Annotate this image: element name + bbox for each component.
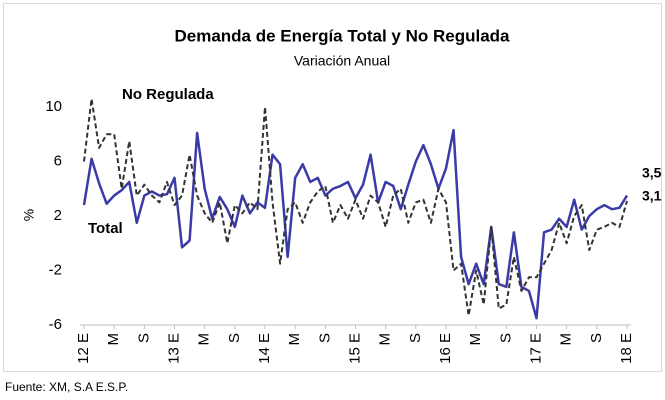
x-tick-label: M	[467, 333, 484, 346]
x-tick-label: 18 E	[618, 333, 635, 364]
y-axis-label: %	[21, 209, 37, 221]
x-tick-label: S	[226, 333, 243, 343]
x-tick-label: M	[105, 333, 122, 346]
x-tick-label: 17 E	[527, 333, 544, 364]
data-label: 3,1	[642, 188, 662, 204]
series-line	[82, 128, 629, 320]
x-tick-label: 13 E	[165, 333, 182, 364]
x-tick-label: 15 E	[346, 333, 363, 364]
source-note: Fuente: XM, S.A E.S.P.	[5, 380, 128, 394]
x-tick-label: S	[497, 333, 514, 343]
y-tick-label: 2	[54, 207, 62, 224]
y-tick-label: 10	[45, 98, 62, 115]
chart-subtitle: Variación Anual	[294, 53, 390, 69]
series-label: Total	[88, 220, 123, 237]
series-line	[83, 97, 628, 317]
x-tick-label: S	[135, 333, 152, 343]
x-tick-label: S	[407, 333, 424, 343]
data-label: 3,5	[642, 164, 662, 180]
y-tick-label: -2	[49, 261, 62, 278]
x-tick-label: M	[377, 333, 394, 346]
x-tick-label: M	[196, 333, 213, 346]
x-tick-label: M	[286, 333, 303, 346]
chart-title: Demanda de Energía Total y No Regulada	[174, 26, 510, 45]
x-tick-label: S	[588, 333, 605, 343]
y-tick-label: -6	[49, 316, 62, 333]
x-tick-label: 14 E	[256, 333, 273, 364]
series-label: No Regulada	[122, 86, 214, 103]
chart-frame	[3, 3, 662, 372]
x-tick-label: 12 E	[75, 333, 92, 364]
y-tick-label: 6	[54, 152, 62, 169]
x-tick-label: 16 E	[437, 333, 454, 364]
x-tick-label: M	[558, 333, 575, 346]
x-tick-label: S	[316, 333, 333, 343]
